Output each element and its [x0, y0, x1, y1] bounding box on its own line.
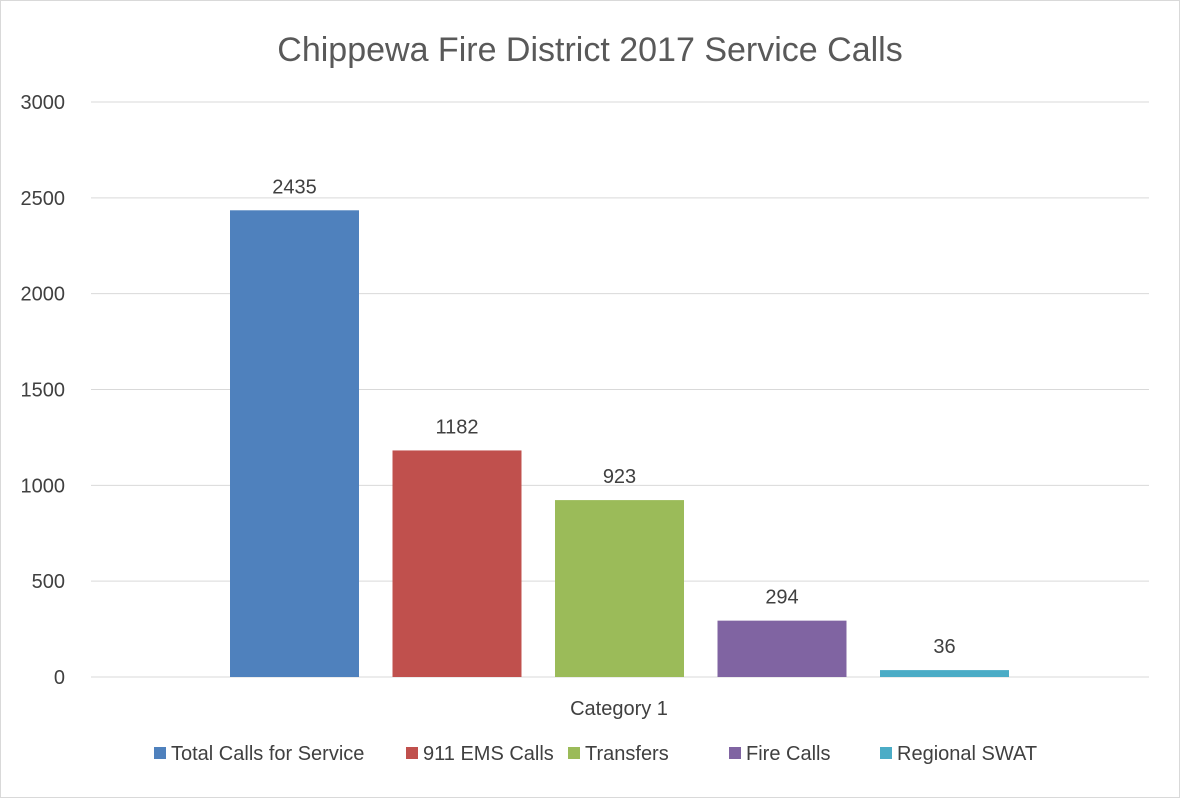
bar [392, 450, 522, 677]
y-tick-label: 3000 [21, 92, 66, 114]
category-label: Category 1 [570, 698, 668, 720]
y-tick-label: 2500 [21, 188, 66, 210]
data-labels: 2435 1182 923 294 36 [272, 176, 955, 658]
legend-item: Regional SWAT [880, 743, 1037, 765]
bars [230, 210, 1009, 677]
legend-item: 911 EMS Calls [406, 743, 554, 765]
bar [880, 670, 1009, 677]
legend-label: Fire Calls [746, 743, 830, 765]
bar [717, 620, 847, 677]
y-tick-label: 0 [54, 667, 65, 689]
legend-item: Transfers [568, 743, 669, 765]
y-tick-label: 1500 [21, 380, 66, 402]
y-tick-label: 1000 [21, 475, 66, 497]
chart-title: Chippewa Fire District 2017 Service Call… [277, 31, 902, 69]
data-label: 36 [933, 636, 955, 658]
legend-swatch [729, 747, 741, 759]
bar [555, 500, 684, 677]
legend-swatch [154, 747, 166, 759]
legend-swatch [406, 747, 418, 759]
data-label: 1182 [435, 416, 478, 438]
data-label: 294 [765, 587, 798, 609]
legend-label: Transfers [585, 743, 669, 765]
legend-item: Total Calls for Service [154, 743, 364, 765]
legend-item: Fire Calls [729, 743, 830, 765]
y-tick-label: 2000 [21, 284, 66, 306]
legend-swatch [880, 747, 892, 759]
legend-label: 911 EMS Calls [423, 743, 554, 765]
legend-swatch [568, 747, 580, 759]
data-label: 923 [603, 466, 636, 488]
data-label: 2435 [272, 176, 317, 198]
legend-label: Total Calls for Service [171, 743, 364, 765]
legend-label: Regional SWAT [897, 743, 1037, 765]
y-tick-label: 500 [32, 571, 65, 593]
y-axis-ticks: 0 500 1000 1500 2000 2500 3000 [21, 92, 66, 689]
bar [230, 210, 359, 677]
legend: Total Calls for Service 911 EMS Calls Tran… [154, 743, 1037, 765]
